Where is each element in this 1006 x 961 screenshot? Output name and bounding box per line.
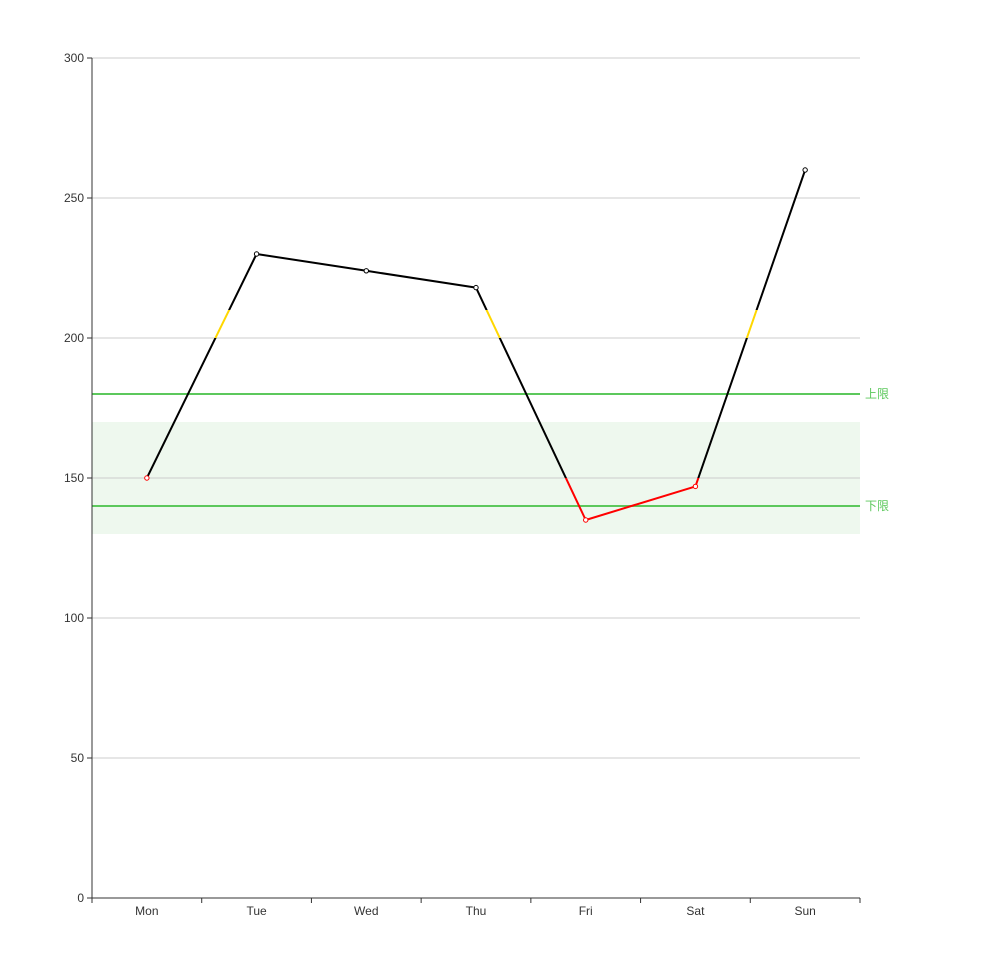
y-tick-label: 100 <box>64 611 84 625</box>
y-tick-label: 250 <box>64 191 84 205</box>
data-point <box>802 167 808 173</box>
points-layer <box>144 167 808 523</box>
data-point <box>692 483 699 490</box>
x-tick-label: Mon <box>135 904 158 918</box>
y-tick-label: 50 <box>71 751 85 765</box>
x-tick-label: Fri <box>579 904 593 918</box>
axes-layer: 0 50 100 150 200 250 300 Mon Tue Wed Thu Fri Sat Sun <box>64 51 861 918</box>
data-point <box>583 517 589 523</box>
x-tick-label: Sun <box>794 904 815 918</box>
data-point <box>363 268 369 274</box>
x-tick-label: Wed <box>354 904 378 918</box>
x-tick-label: Thu <box>466 904 487 918</box>
grid-layer <box>92 57 860 759</box>
mark-line-label: 下限 <box>865 499 889 513</box>
data-point <box>253 251 260 257</box>
mark-line-label: 上限 <box>865 387 889 401</box>
data-point <box>473 284 479 291</box>
x-tick-label: Tue <box>246 904 267 918</box>
y-tick-label: 200 <box>64 331 84 345</box>
data-point <box>144 475 150 481</box>
y-tick-label: 300 <box>64 51 84 65</box>
y-tick-label: 150 <box>64 471 84 485</box>
y-tick-label: 0 <box>77 891 84 905</box>
x-tick-label: Sat <box>686 904 705 918</box>
